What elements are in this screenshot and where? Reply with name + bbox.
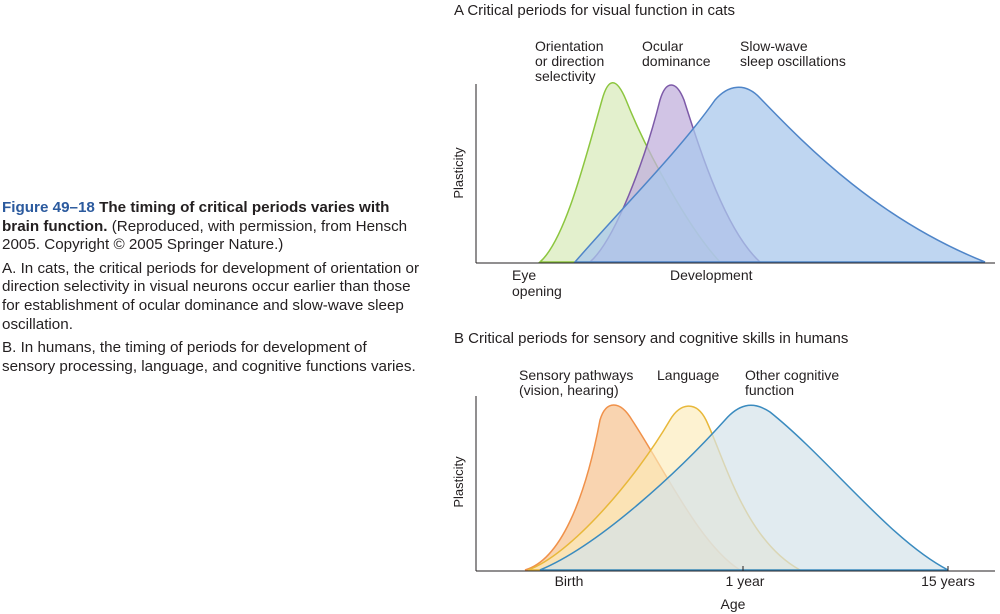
figure-number: Figure 49–18 bbox=[2, 199, 95, 216]
panel-b-title: B Critical periods for sensory and cogni… bbox=[454, 330, 848, 347]
sensory-label-line1: Sensory pathways bbox=[519, 367, 633, 383]
panel-b: B Critical periods for sensory and cogni… bbox=[451, 330, 995, 612]
orientation-label-line1: Orientation bbox=[535, 38, 603, 54]
panel-b-y-label: Plasticity bbox=[451, 456, 466, 508]
cognitive-label-line1: Other cognitive bbox=[745, 367, 839, 383]
slow-wave-sleep-curve bbox=[573, 86, 986, 263]
panel-a: A Critical periods for visual function i… bbox=[451, 2, 995, 299]
development-label: Development bbox=[670, 267, 753, 283]
figure-title: The timing of critical periods varies wi… bbox=[2, 199, 390, 235]
age-axis-label: Age bbox=[721, 596, 746, 612]
orientation-label-line2: or direction bbox=[535, 53, 604, 69]
sensory-label-line2: (vision, hearing) bbox=[519, 382, 619, 398]
one-year-tick-label: 1 year bbox=[726, 573, 765, 589]
figure-caption: Figure 49–18 The timing of critical peri… bbox=[2, 199, 422, 381]
figure-credit: (Reproduced, with permission, from Hensc… bbox=[2, 217, 408, 254]
ocular-label-line2: dominance bbox=[642, 53, 711, 69]
orientation-label-line3: selectivity bbox=[535, 68, 596, 84]
birth-tick-label: Birth bbox=[555, 573, 584, 589]
caption-paragraph-a: A. In cats, the critical periods for dev… bbox=[2, 259, 420, 333]
panel-a-y-label: Plasticity bbox=[451, 147, 466, 199]
eye-opening-label-line2: opening bbox=[512, 283, 562, 299]
other-cognitive-curve bbox=[539, 404, 949, 571]
slow-wave-label-line2: sleep oscillations bbox=[740, 53, 846, 69]
panel-a-title: A Critical periods for visual function i… bbox=[454, 2, 735, 19]
eye-opening-label-line1: Eye bbox=[512, 267, 536, 283]
slow-wave-label-line1: Slow-wave bbox=[740, 38, 808, 54]
fifteen-years-tick-label: 15 years bbox=[921, 573, 975, 589]
cognitive-label-line2: function bbox=[745, 382, 794, 398]
caption-paragraph-b: B. In humans, the timing of periods for … bbox=[2, 339, 416, 375]
ocular-label-line1: Ocular bbox=[642, 38, 684, 54]
caption-heading: Figure 49–18 The timing of critical peri… bbox=[2, 199, 422, 255]
language-label: Language bbox=[657, 367, 720, 383]
